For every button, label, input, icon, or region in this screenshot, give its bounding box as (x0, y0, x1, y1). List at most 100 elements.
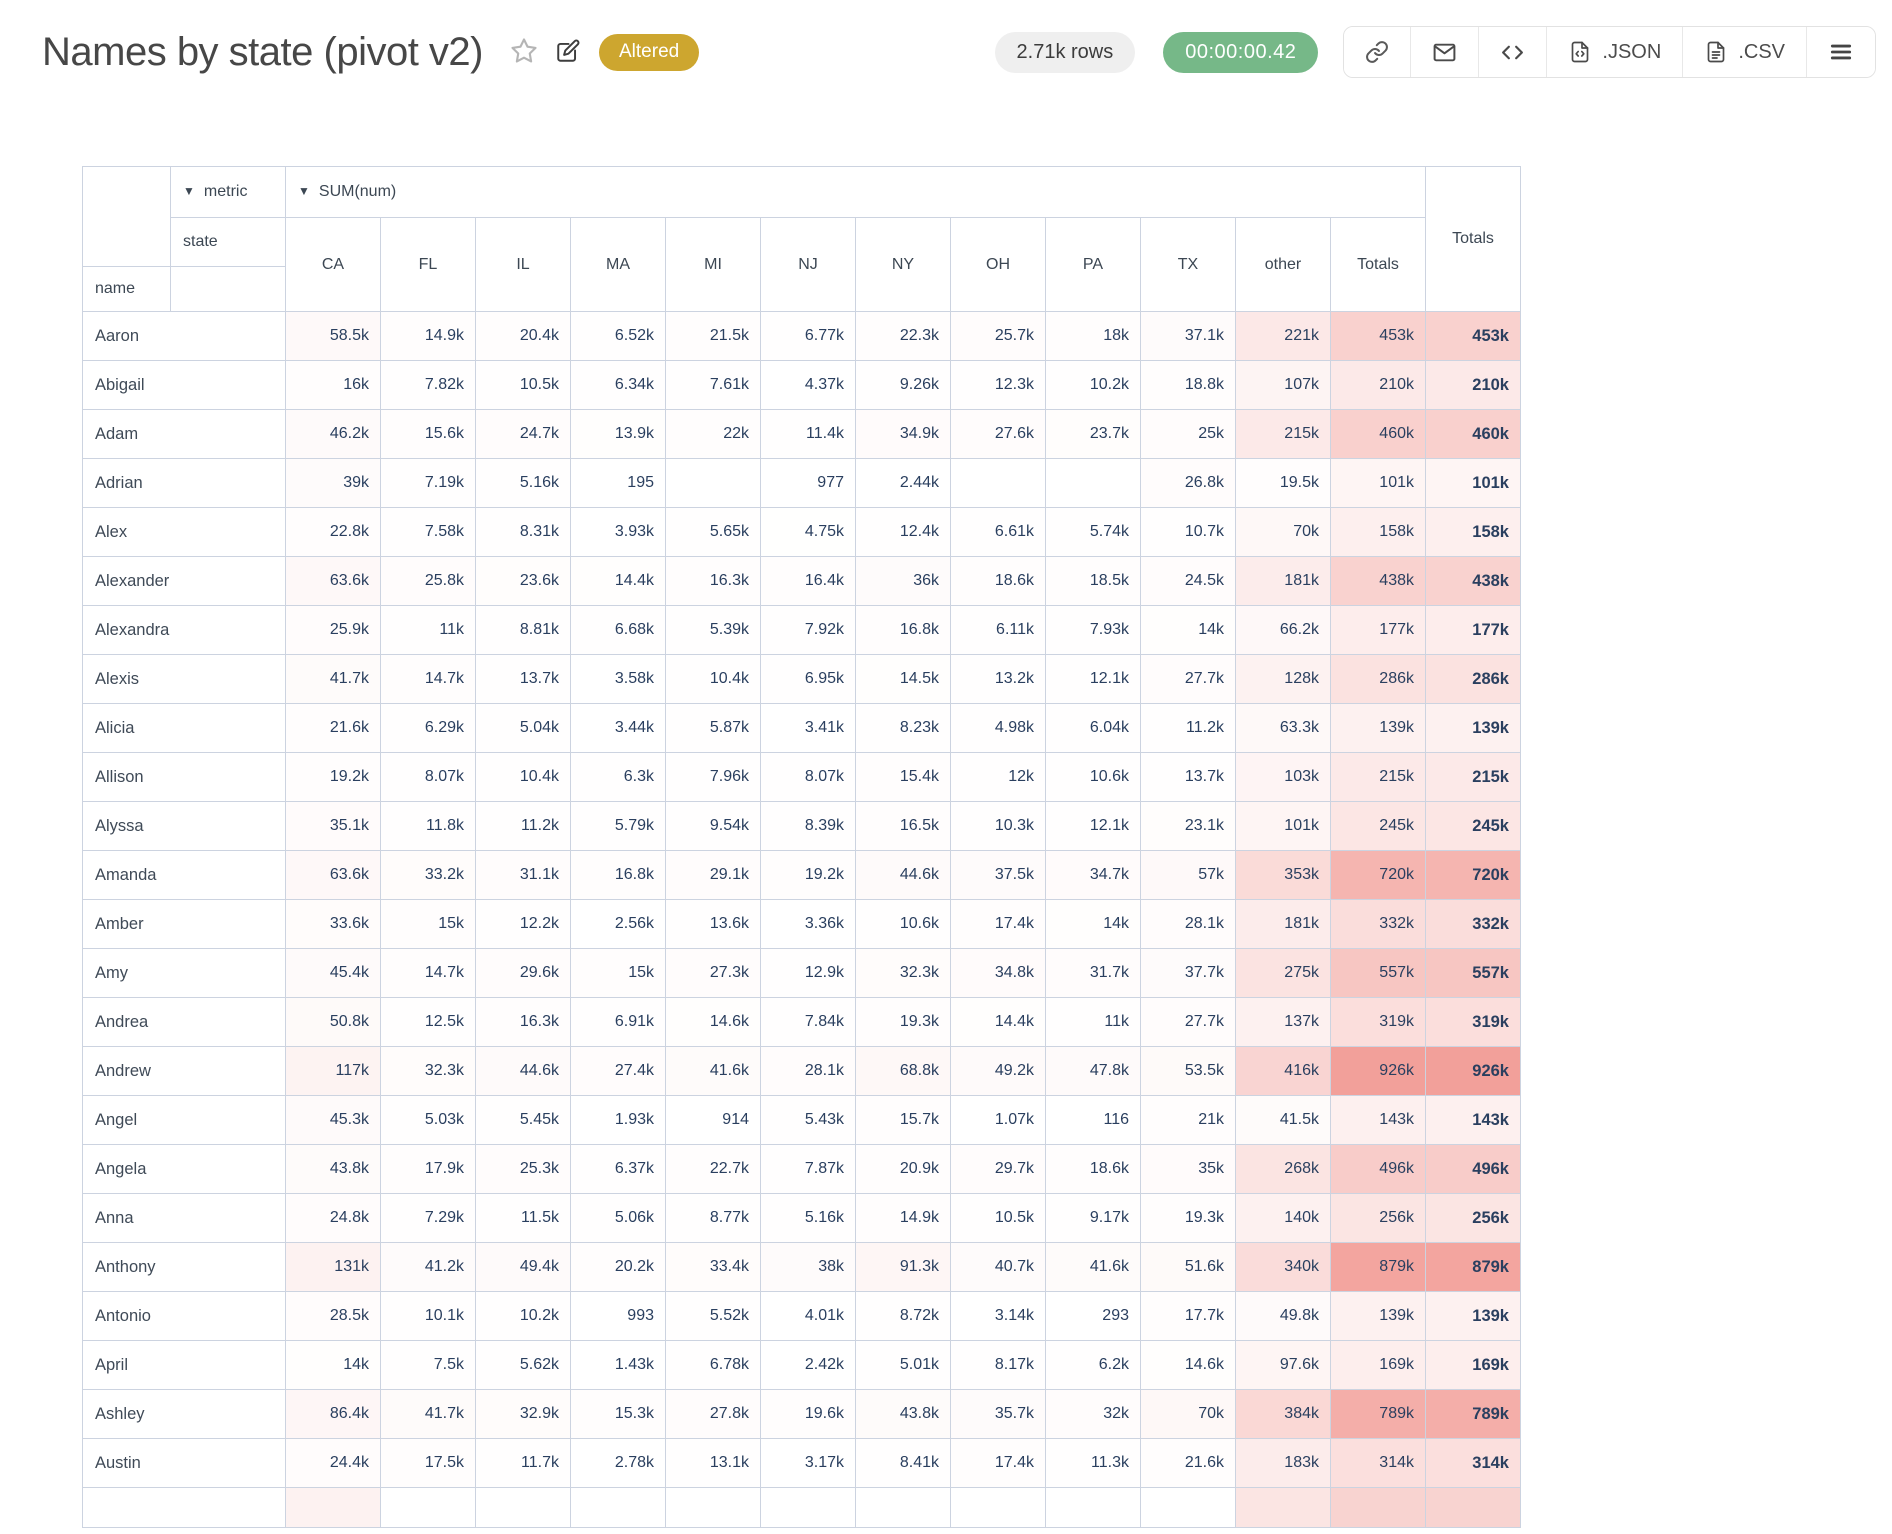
value-cell: 19.6k (760, 1389, 856, 1439)
value-cell: 137k (1235, 997, 1331, 1047)
row-label: Angela (82, 1144, 286, 1194)
value-cell: 10.4k (475, 752, 571, 802)
value-cell: 10.5k (475, 360, 571, 410)
value-cell: 37.5k (950, 850, 1046, 900)
code-icon (1500, 40, 1525, 65)
table-row: Amy 45.4k 14.7k 29.6k 15k 27.3k 12.9k 32.3k 34.8… (82, 948, 1521, 998)
row-label: Abigail (82, 360, 286, 410)
metric-header-cell: ▼ metric (170, 166, 286, 218)
value-cell: 31.1k (475, 850, 571, 900)
hamburger-menu-icon (1828, 39, 1854, 65)
altered-badge[interactable]: Altered (599, 33, 700, 71)
value-cell: 19.3k (1140, 1193, 1236, 1243)
value-cell: 215k (1235, 409, 1331, 459)
value-cell: 24.4k (285, 1438, 381, 1488)
row-label: Alexis (82, 654, 286, 704)
value-cell: 15.4k (855, 752, 951, 802)
value-cell: 8.17k (950, 1340, 1046, 1390)
value-cell: 10.6k (855, 899, 951, 949)
value-cell: 12.3k (950, 360, 1046, 410)
embed-code-button[interactable] (1478, 27, 1547, 77)
value-cell: 58.5k (285, 311, 381, 361)
name-label: name (82, 266, 171, 312)
column-header-fl: FL (380, 217, 476, 312)
value-cell: 7.87k (760, 1144, 856, 1194)
value-cell: 14.6k (665, 997, 761, 1047)
value-cell: 13.6k (665, 899, 761, 949)
value-cell: 70k (1235, 507, 1331, 557)
value-cell: 29.6k (475, 948, 571, 998)
more-options-button[interactable] (1806, 27, 1875, 77)
value-cell: 14.4k (950, 997, 1046, 1047)
value-cell: 13.7k (1140, 752, 1236, 802)
value-cell: 221k (1235, 311, 1331, 361)
value-cell: 8.41k (855, 1438, 951, 1488)
row-label: Andrew (82, 1046, 286, 1096)
value-cell: 10.1k (380, 1291, 476, 1341)
value-cell: 8.31k (475, 507, 571, 557)
value-cell: 20.2k (570, 1242, 666, 1292)
row-total-cell: 177k (1425, 605, 1521, 655)
value-cell: 33.2k (380, 850, 476, 900)
row-subtotal-cell: 286k (1330, 654, 1426, 704)
top-bar: Names by state (pivot v2) Altered 2.71k … (0, 0, 1892, 104)
value-cell: 4.01k (760, 1291, 856, 1341)
value-cell: 181k (1235, 899, 1331, 949)
value-cell: 14.9k (380, 311, 476, 361)
value-cell: 41.2k (380, 1242, 476, 1292)
table-row: Allison 19.2k 8.07k 10.4k 6.3k 7.96k 8.07k 15.4… (82, 752, 1521, 802)
pivot-table: ▼ metric ▼ SUM(num) Totals state CA FL IL MA M… (82, 166, 1521, 1528)
column-header-tx: TX (1140, 217, 1236, 312)
value-cell (1330, 1487, 1426, 1528)
value-cell: 41.6k (1045, 1242, 1141, 1292)
value-cell: 5.62k (475, 1340, 571, 1390)
value-cell: 15k (570, 948, 666, 998)
row-subtotal-cell: 177k (1330, 605, 1426, 655)
value-cell: 7.29k (380, 1193, 476, 1243)
pivot-header-row-metric: ▼ metric ▼ SUM(num) Totals (82, 166, 1521, 312)
row-total-cell: 101k (1425, 458, 1521, 508)
value-cell: 19.2k (285, 752, 381, 802)
value-cell: 14.7k (380, 654, 476, 704)
value-cell: 50.8k (285, 997, 381, 1047)
row-subtotal-cell: 215k (1330, 752, 1426, 802)
table-row: Angela 43.8k 17.9k 25.3k 6.37k 22.7k 7.87k 20.9… (82, 1144, 1521, 1194)
value-cell: 12.5k (380, 997, 476, 1047)
table-row: Adrian 39k 7.19k 5.16k 195 977 2.44k 26.8k 19.5k… (82, 458, 1521, 508)
export-json-button[interactable]: .JSON (1546, 27, 1683, 77)
export-csv-button[interactable]: .CSV (1682, 27, 1806, 77)
value-cell: 34.7k (1045, 850, 1141, 900)
value-cell: 5.04k (475, 703, 571, 753)
value-cell: 35.1k (285, 801, 381, 851)
value-cell: 11.5k (475, 1193, 571, 1243)
value-cell: 6.11k (950, 605, 1046, 655)
value-cell: 5.52k (665, 1291, 761, 1341)
value-cell: 1.93k (570, 1095, 666, 1145)
value-cell (1045, 1487, 1141, 1528)
row-subtotal-cell: 453k (1330, 311, 1426, 361)
value-cell (665, 458, 761, 508)
value-cell: 18.8k (1140, 360, 1236, 410)
email-button[interactable] (1410, 27, 1479, 77)
share-link-button[interactable] (1344, 27, 1411, 77)
value-cell: 16k (285, 360, 381, 410)
value-cell: 5.65k (665, 507, 761, 557)
value-cell: 10.3k (950, 801, 1046, 851)
file-code-icon (1568, 40, 1592, 64)
value-cell: 8.77k (665, 1193, 761, 1243)
value-cell: 17.4k (950, 1438, 1046, 1488)
value-cell (950, 458, 1046, 508)
row-label: Anna (82, 1193, 286, 1243)
state-label: state (170, 217, 286, 267)
value-cell: 19.2k (760, 850, 856, 900)
value-cell: 4.37k (760, 360, 856, 410)
value-cell: 15.3k (570, 1389, 666, 1439)
favorite-star-button[interactable] (509, 36, 539, 69)
row-subtotal-cell: 926k (1330, 1046, 1426, 1096)
value-cell: 63.6k (285, 556, 381, 606)
edit-title-button[interactable] (555, 38, 581, 67)
value-cell: 20.9k (855, 1144, 951, 1194)
value-cell: 22.7k (665, 1144, 761, 1194)
value-cell: 340k (1235, 1242, 1331, 1292)
value-cell: 16.3k (665, 556, 761, 606)
